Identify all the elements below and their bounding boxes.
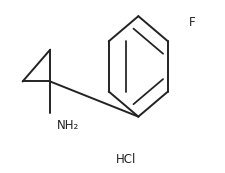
Text: HCl: HCl: [115, 153, 136, 166]
Text: F: F: [188, 16, 195, 29]
Text: NH₂: NH₂: [56, 119, 79, 132]
